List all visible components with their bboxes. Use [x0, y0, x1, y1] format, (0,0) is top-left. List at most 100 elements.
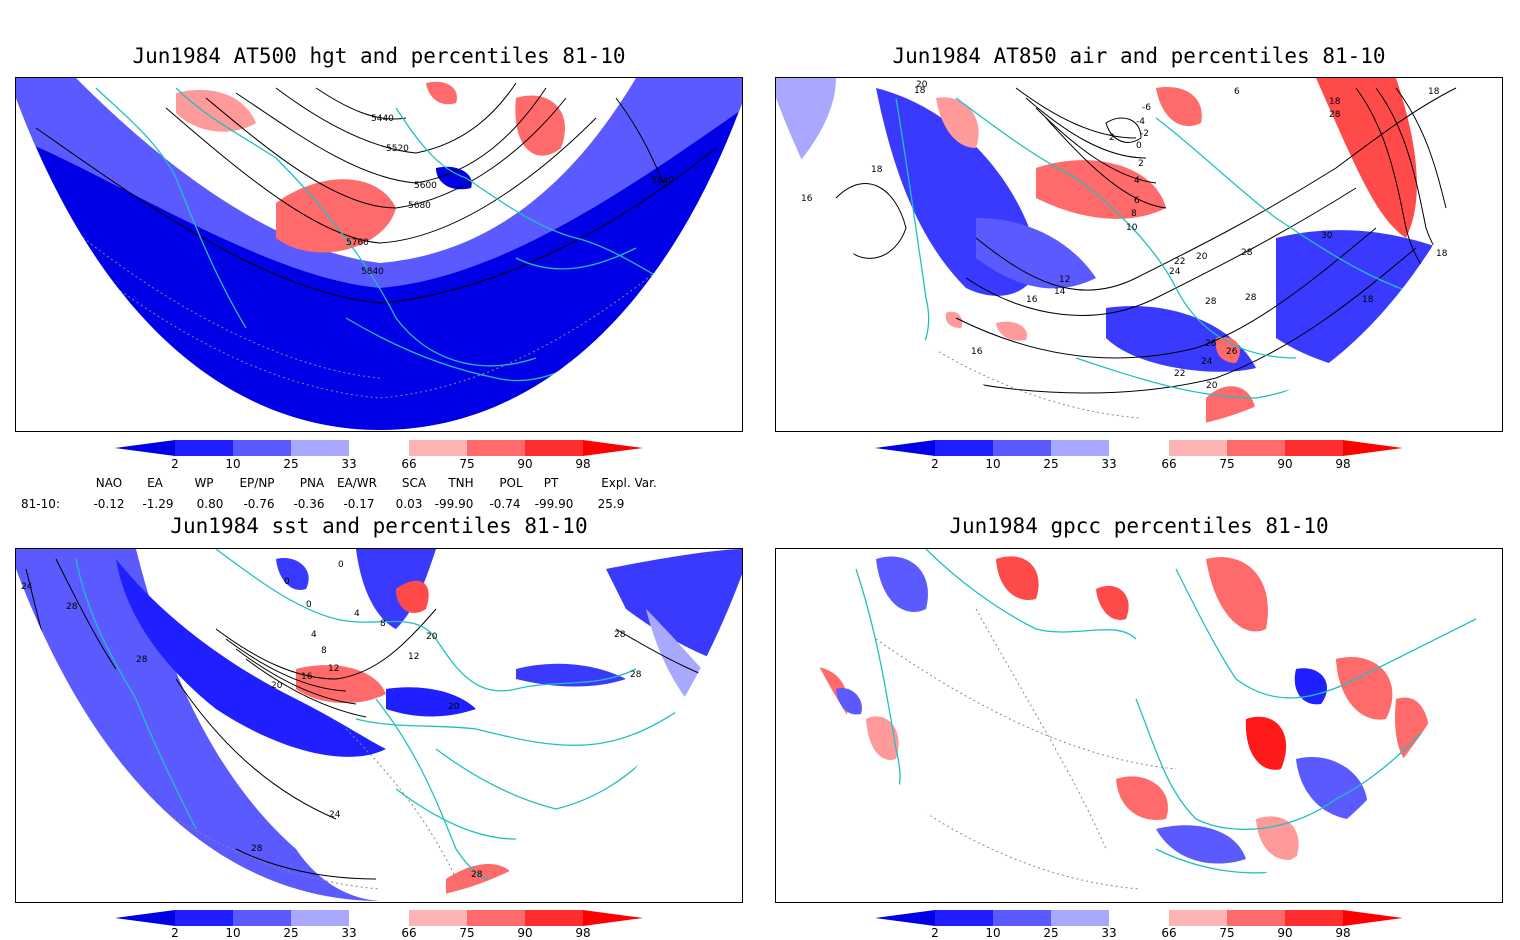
index-header: TNH — [448, 476, 474, 490]
contour-label: 0 — [1136, 141, 1142, 151]
contour-label: 28 — [1241, 248, 1253, 258]
field-anomaly-red-west — [936, 97, 979, 148]
colorbar-segment-10-25 — [993, 440, 1051, 456]
index-value: 25.9 — [597, 497, 625, 511]
colorbar-segment-66-75 — [1169, 910, 1227, 926]
contour-line — [235, 87, 547, 184]
contour-label: 8 — [1131, 209, 1137, 219]
colorbar-segment-gt98 — [1343, 910, 1403, 926]
contour-label: 30 — [1321, 231, 1333, 241]
contour-label: 5440 — [371, 114, 394, 124]
index-value-row: 81-10: -0.12 -1.29 0.80 -0.76 -0.36 -0.1… — [0, 497, 760, 511]
colorbar-tick: 66 — [401, 457, 417, 471]
precip-anomaly-blue — [1296, 757, 1368, 820]
precip-anomaly-red — [1096, 585, 1129, 620]
field-anomaly-blue — [386, 687, 476, 717]
index-header: WP — [194, 476, 214, 490]
index-value: 0.03 — [395, 497, 423, 511]
contour-label: 8 — [321, 646, 327, 656]
contour-label: 20 — [426, 632, 438, 642]
contour-label: 20 — [916, 80, 928, 90]
colorbar-segment-25-33 — [1051, 440, 1109, 456]
map-hgt500-svg: 5440 5520 5600 5680 5760 5840 5840 — [16, 78, 742, 430]
index-header: PNA — [299, 476, 325, 490]
contour-label: 22 — [1174, 257, 1185, 267]
graticule — [815, 718, 1141, 890]
contour-line — [175, 678, 337, 820]
contour-line — [965, 187, 1357, 316]
colorbar-tick: 98 — [575, 926, 591, 940]
map-air850-svg: 20 18 -6 -4 -2 2 0 2 4 6 8 10 12 14 16 1… — [776, 78, 1502, 430]
contour-label: 28 — [251, 844, 263, 854]
contour-label: 2 — [1109, 133, 1115, 143]
precip-anomaly-red — [996, 556, 1039, 600]
contour-label: 18 — [1436, 249, 1448, 259]
contour-label: 22 — [1174, 369, 1185, 379]
colorbar-top-left — [115, 440, 643, 456]
contour-label: 18 — [1362, 295, 1374, 305]
colorbar-segment-33-66 — [349, 440, 409, 456]
colorbar-tick: 2 — [171, 926, 179, 940]
contour-label: 12 — [1059, 275, 1070, 285]
colorbar-segment-10-25 — [993, 910, 1051, 926]
index-header: NAO — [95, 476, 123, 490]
index-header: POL — [499, 476, 523, 490]
contour-label: 24 — [1169, 267, 1181, 277]
coastline — [1175, 568, 1477, 699]
index-value: 0.80 — [196, 497, 224, 511]
colorbar-tick: 10 — [985, 926, 1001, 940]
precip-anomaly-red — [1336, 657, 1393, 720]
precip-anomaly-blue — [836, 688, 862, 715]
colorbar-tick: 25 — [1043, 926, 1059, 940]
contour-label: 20 — [271, 681, 283, 691]
field-band-white-north — [156, 78, 546, 198]
precip-anomaly-red — [1116, 776, 1168, 820]
field-anomaly-red-small — [996, 321, 1027, 341]
index-header: EA/WR — [336, 476, 378, 490]
index-value: -0.17 — [343, 497, 375, 511]
contour-line — [235, 648, 357, 705]
contour-label: 5680 — [408, 201, 431, 211]
colorbar-segment-33-66 — [1109, 910, 1169, 926]
colorbar-segment-gt98 — [583, 440, 643, 456]
field-anomaly-red-east — [515, 95, 565, 156]
contour-label: 16 — [801, 194, 813, 204]
contour-label: 0 — [306, 600, 312, 610]
coastline — [955, 97, 1297, 359]
contour-label: 18 — [1428, 87, 1440, 97]
contour-label: 28 — [66, 602, 78, 612]
contour-label: 24 — [1201, 357, 1213, 367]
map-panel-gpcc — [775, 548, 1503, 903]
index-header: SCA — [401, 476, 427, 490]
map-sst-svg: 24 28 28 4 8 12 16 20 24 28 12 20 20 28 … — [16, 549, 742, 901]
contour-line — [215, 608, 437, 680]
colorbar-segment-90-98 — [1285, 910, 1343, 926]
field-anomaly-blue-east — [606, 549, 742, 669]
precip-anomaly-red — [1206, 557, 1268, 632]
contour-line — [1045, 117, 1167, 209]
colorbar-segment-gt98 — [583, 910, 643, 926]
colorbar-tick: 33 — [1101, 457, 1117, 471]
contour-label: 20 — [1206, 381, 1218, 391]
field-anomaly-blue — [976, 218, 1096, 289]
colorbar-tick: 10 — [985, 457, 1001, 471]
field-anomaly-red-north — [396, 580, 429, 613]
panel-title-4: Jun1984 gpcc percentiles 81-10 — [949, 514, 1329, 538]
field-anomaly-red-small — [1215, 337, 1240, 363]
colorbar-segment-33-66 — [1109, 440, 1169, 456]
colorbar-tick: 2 — [931, 926, 939, 940]
coastline — [395, 107, 697, 299]
contour-line — [245, 658, 367, 718]
contour-label: 2 — [1138, 159, 1144, 169]
contour-line — [835, 183, 907, 259]
colorbar-top-right — [875, 440, 1403, 456]
colorbar-segment-33-66 — [349, 910, 409, 926]
index-value: -0.12 — [93, 497, 125, 511]
contour-line — [1035, 107, 1157, 184]
index-row-label: 81-10: — [21, 497, 60, 511]
colorbar-segment-2-10 — [175, 910, 233, 926]
contour-label: 20 — [1196, 252, 1208, 262]
index-header: EA — [147, 476, 163, 490]
colorbar-segment-66-75 — [1169, 440, 1227, 456]
contour-line — [165, 107, 597, 244]
